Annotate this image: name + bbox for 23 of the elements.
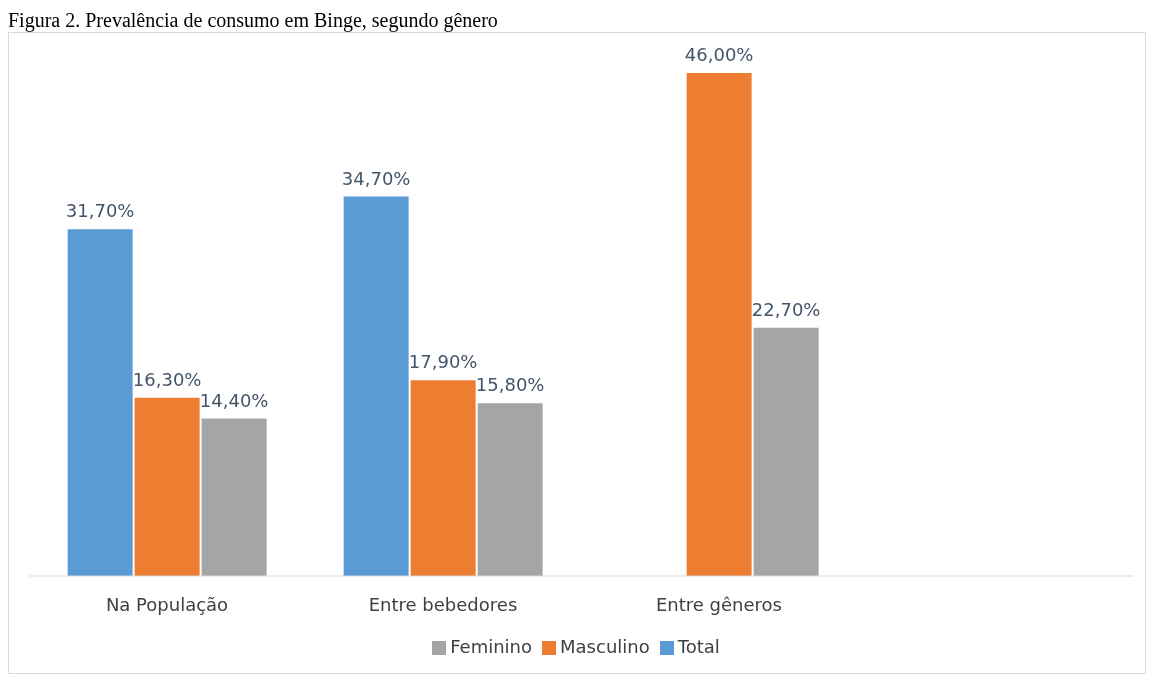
data-label: 16,30% bbox=[132, 368, 202, 390]
legend-label: Feminino bbox=[450, 636, 533, 657]
legend-label: Total bbox=[677, 636, 720, 657]
bar bbox=[134, 397, 200, 576]
bar bbox=[201, 418, 267, 576]
data-label: 31,70% bbox=[65, 200, 135, 222]
data-label: 17,90% bbox=[408, 351, 478, 373]
x-tick-label: Entre bebedores bbox=[368, 593, 518, 615]
bar bbox=[410, 380, 476, 576]
bar bbox=[343, 196, 409, 576]
chart-title: Figura 2. Prevalência de consumo em Binge, segundo gênero bbox=[8, 8, 499, 32]
bar bbox=[67, 229, 133, 576]
bar bbox=[477, 403, 543, 576]
bar bbox=[753, 327, 819, 576]
data-label: 34,70% bbox=[341, 167, 411, 189]
data-label: 46,00% bbox=[684, 44, 754, 65]
legend-label: Masculino bbox=[560, 636, 650, 657]
x-tick-label: Entre gêneros bbox=[655, 593, 783, 615]
x-tick-label: Na População bbox=[105, 593, 229, 615]
data-label: 22,70% bbox=[751, 298, 821, 320]
data-label: 15,80% bbox=[475, 374, 545, 396]
bar bbox=[686, 73, 752, 576]
data-label: 14,40% bbox=[199, 389, 269, 411]
